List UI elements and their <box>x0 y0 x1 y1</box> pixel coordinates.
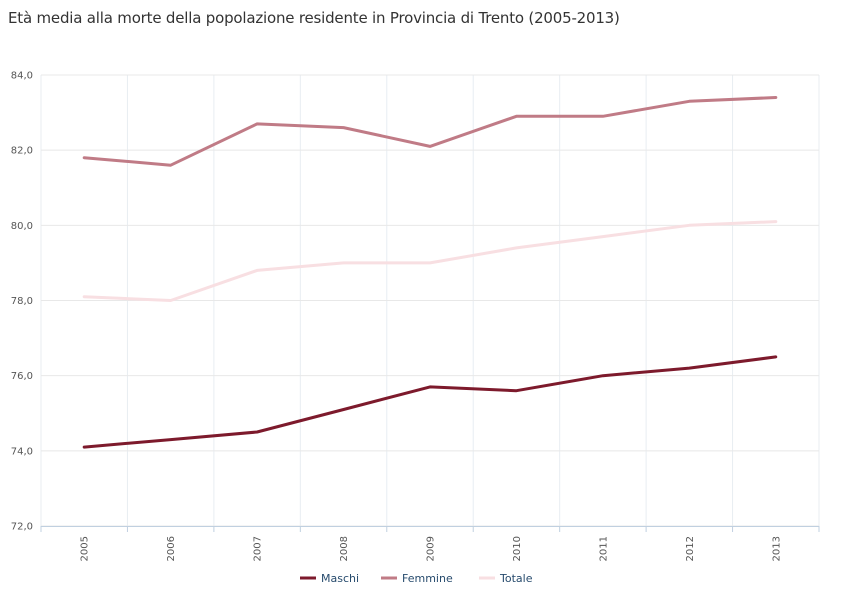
x-tick-label: 2008 <box>339 536 350 561</box>
x-tick-label: 2011 <box>598 536 609 561</box>
legend-item-totale[interactable]: Totale <box>479 572 533 585</box>
series-line-maschi[interactable] <box>82 355 778 449</box>
legend-label: Femmine <box>402 572 453 585</box>
series-line-femmine[interactable] <box>82 96 778 167</box>
x-tick-label: 2009 <box>426 536 437 561</box>
y-tick-label: 84,0 <box>11 71 33 82</box>
x-tick-label: 2007 <box>253 536 264 561</box>
y-tick-label: 80,0 <box>11 221 33 232</box>
axes: 72,0 74,0 76,0 78,0 80,0 82,0 84,0 2005 2006 2007… <box>11 71 820 561</box>
y-tick-label: 72,0 <box>11 522 33 533</box>
legend: Maschi Femmine Totale <box>300 572 533 585</box>
series-line-totale[interactable] <box>82 220 778 302</box>
x-tick-label: 2006 <box>166 536 177 561</box>
chart-title: Età media alla morte della popolazione r… <box>8 9 620 27</box>
x-tick-label: 2012 <box>685 536 696 561</box>
legend-label: Maschi <box>321 572 359 585</box>
legend-label: Totale <box>499 572 533 585</box>
y-tick-label: 78,0 <box>11 296 33 307</box>
y-tick-label: 82,0 <box>11 146 33 157</box>
series-lines <box>82 96 778 449</box>
x-tick-label: 2013 <box>771 536 782 561</box>
x-tick-label: 2010 <box>512 536 523 561</box>
x-tick-label: 2005 <box>80 536 91 561</box>
legend-item-femmine[interactable]: Femmine <box>381 572 453 585</box>
y-tick-label: 76,0 <box>11 371 33 382</box>
y-tick-label: 74,0 <box>11 446 33 457</box>
legend-item-maschi[interactable]: Maschi <box>300 572 359 585</box>
